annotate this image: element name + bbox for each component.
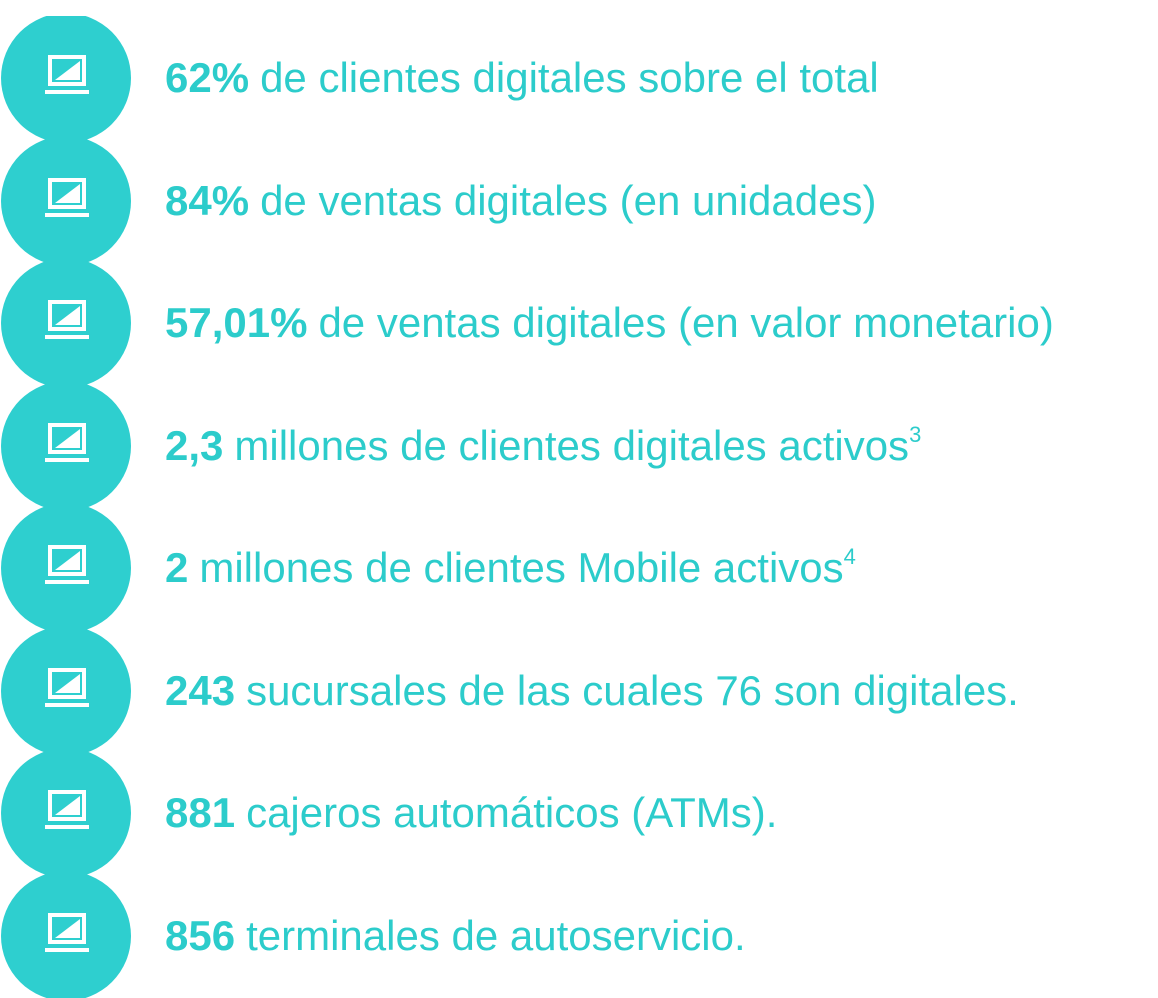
footnote-ref: 4 (843, 544, 856, 569)
stat-description: de clientes digitales sobre el total (260, 54, 879, 101)
stat-value: 2 (165, 544, 189, 591)
stat-value: 856 (165, 911, 236, 959)
icon-screen-fill (55, 183, 80, 203)
icon-base (45, 947, 89, 952)
stat-description: sucursales de las cuales 76 son digitale… (246, 666, 1019, 714)
stat-value: 2,3 (165, 421, 224, 469)
icon (1, 506, 131, 630)
icon (1, 261, 131, 385)
icon-base (45, 212, 89, 217)
icon-screen-fill (55, 551, 80, 570)
stat-description: cajeros automáticos (ATMs). (246, 789, 778, 836)
icon-screen-fill (55, 673, 80, 693)
stat-text: 881 cajeros automáticos (ATMs). (165, 751, 777, 875)
stat-description: millones de clientes digitales activos (234, 421, 910, 469)
stat-description: terminales de autoservicio. (246, 911, 746, 959)
stat-value: 57,01% (165, 299, 308, 346)
stat-value: 243 (165, 666, 236, 714)
stat-value: 881 (165, 789, 236, 836)
footnote-ref: 3 (909, 421, 922, 447)
icon-base (45, 580, 89, 584)
stat-value: 62% (165, 54, 250, 101)
stat-description: de ventas digitales (en valor monetario) (318, 299, 1054, 346)
icon (1, 383, 131, 508)
icon-screen (48, 790, 86, 821)
icon (1, 16, 131, 140)
icon-screen (48, 55, 86, 86)
stat-text: 62% de clientes digitales sobre el total (165, 16, 879, 140)
icon-screen-fill (55, 428, 80, 448)
icon-screen (48, 422, 86, 454)
stat-row: 84% de ventas digitales (en unidades) (0, 138, 1158, 263)
icon-screen (48, 300, 86, 331)
icon-base (45, 702, 89, 707)
icon-screen (48, 912, 86, 944)
icon (1, 873, 131, 998)
stat-text: 243 sucursales de las cuales 76 son digit… (165, 629, 1019, 753)
stat-text: 2,3 millones de clientes digitales activo… (165, 384, 921, 508)
icon-base (45, 90, 89, 94)
icon-screen-fill (55, 918, 80, 938)
stat-description: de ventas digitales (en unidades) (260, 176, 877, 224)
icon-screen-fill (55, 61, 80, 80)
stat-row: 243 sucursales de las cuales 76 son digit… (0, 628, 1158, 753)
icon-base (45, 335, 89, 339)
stat-text: 2 millones de clientes Mobile activos4 (165, 506, 856, 630)
stat-row: 57,01% de ventas digitales (en valor mone… (0, 261, 1158, 385)
stat-text: 57,01% de ventas digitales (en valor mone… (165, 261, 1054, 385)
icon (1, 751, 131, 875)
stat-value: 84% (165, 176, 250, 224)
stat-row: 856 terminales de autoservicio. (0, 873, 1158, 998)
stat-row: 2,3 millones de clientes digitales activo… (0, 383, 1158, 508)
icon-screen (48, 545, 86, 576)
icon (1, 138, 131, 263)
icon-screen-fill (55, 796, 80, 815)
stat-row: 2 millones de clientes Mobile activos4 (0, 506, 1158, 630)
icon-screen (48, 177, 86, 209)
stat-text: 84% de ventas digitales (en unidades) (165, 139, 876, 263)
icon-base (45, 825, 89, 829)
icon (1, 628, 131, 753)
icon-screen (48, 667, 86, 699)
icon-screen-fill (55, 306, 80, 325)
stat-description: millones de clientes Mobile activos (199, 544, 844, 591)
stat-row: 62% de clientes digitales sobre el total (0, 16, 1158, 140)
icon-base (45, 457, 89, 462)
stat-text: 856 terminales de autoservicio. (165, 874, 746, 998)
stat-row: 881 cajeros automáticos (ATMs). (0, 751, 1158, 875)
